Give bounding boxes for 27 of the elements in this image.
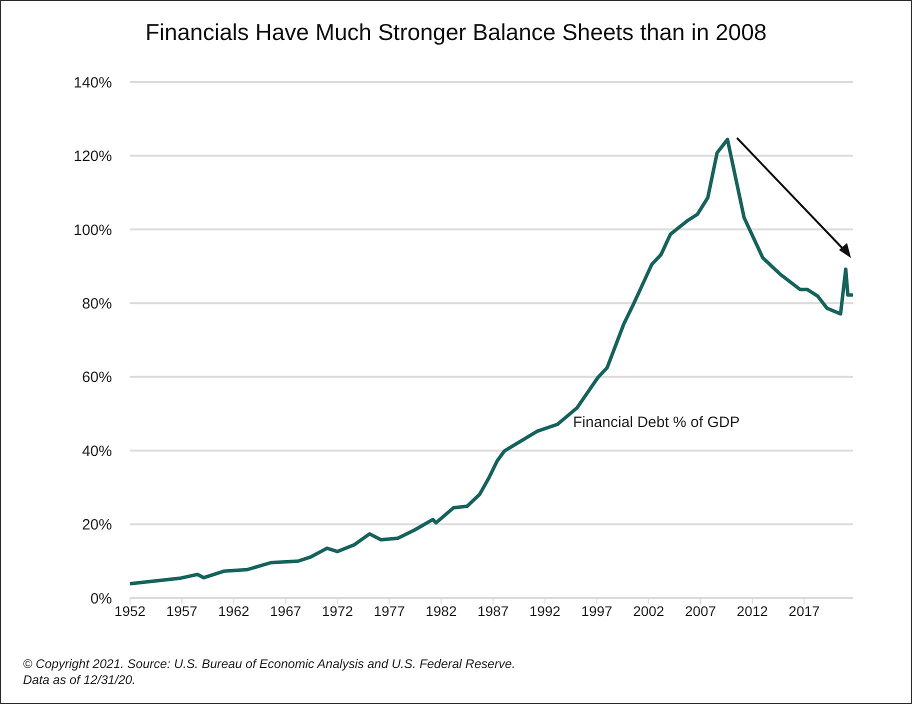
- x-tick-label: 1987: [477, 602, 509, 619]
- x-tick-label: 1957: [166, 602, 198, 619]
- x-tick-label: 1977: [374, 602, 406, 619]
- x-tick-label: 1972: [322, 602, 354, 619]
- x-tick-label: 1952: [114, 602, 146, 619]
- x-tick-label: 2002: [633, 602, 664, 619]
- x-tick-label: 1967: [270, 602, 302, 619]
- x-tick-label: 1982: [426, 602, 457, 619]
- x-tick-label: 1962: [218, 602, 250, 619]
- text: © Copyright 2021. Source: U.S. Bureau of Economic Analysis and U.S. Federal Reserve.: [23, 656, 516, 672]
- series-label: Financial Debt % of GDP: [573, 414, 740, 431]
- x-tick-label: 2012: [736, 602, 768, 619]
- y-tick-label: 120%: [74, 148, 112, 166]
- y-tick-label: 140%: [74, 74, 112, 92]
- x-tick-label: 2017: [788, 602, 820, 619]
- chart-title: Financials Have Much Stronger Balance Sheets than in 2008: [144, 19, 768, 46]
- y-tick-label: 40%: [82, 442, 112, 460]
- x-tick-label: 2007: [684, 602, 716, 619]
- line-series: [130, 138, 853, 586]
- x-tick-label: 1992: [529, 602, 561, 619]
- y-tick-label: 0%: [90, 590, 112, 608]
- y-tick-label: 80%: [82, 295, 112, 312]
- y-tick-label: 60%: [82, 369, 112, 386]
- y-tick-label: 100%: [74, 222, 112, 239]
- text: Data as of 12/31/20.: [23, 672, 137, 688]
- y-tick-label: 20%: [82, 516, 112, 534]
- x-tick-label: 1997: [581, 602, 613, 619]
